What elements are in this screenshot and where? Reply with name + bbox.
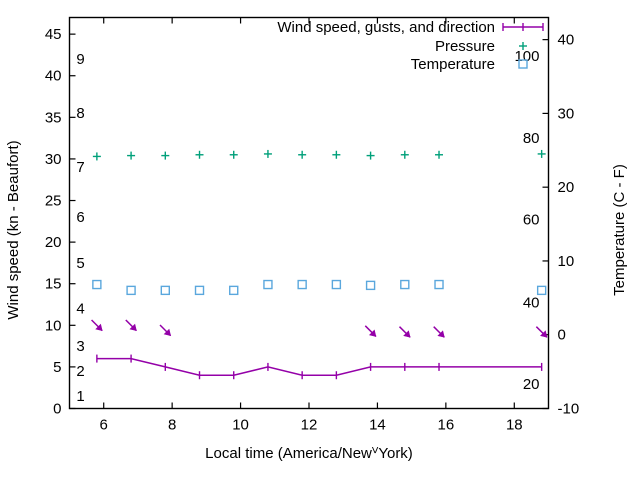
x-tick-label: 6 xyxy=(100,417,108,434)
series-wind-speed xyxy=(96,354,543,380)
beaufort-label: 8 xyxy=(76,105,84,122)
y-tick-label: 45 xyxy=(45,26,62,43)
y-tick-label: 0 xyxy=(53,401,61,418)
y2-tick-label: 40 xyxy=(558,32,575,49)
x-tick-label: 12 xyxy=(301,417,318,434)
fahrenheit-label: 60 xyxy=(523,212,540,229)
plot-frame xyxy=(68,16,550,410)
beaufort-label: 3 xyxy=(76,338,84,355)
fahrenheit-label: 80 xyxy=(523,130,540,147)
y2-tick-label: -10 xyxy=(558,401,580,418)
x-tick-label: 16 xyxy=(438,417,455,434)
y2-tick-label: 30 xyxy=(558,105,575,122)
y-tick-label: 30 xyxy=(45,151,62,168)
chart-legend: Wind speed, gusts, and direction Pressure… xyxy=(277,19,544,73)
beaufort-label: 5 xyxy=(76,255,84,272)
fahrenheit-label: 40 xyxy=(523,294,540,311)
beaufort-scale-labels: 1 2 3 4 5 6 7 8 9 xyxy=(76,51,84,405)
legend-label: Wind speed, gusts, and direction xyxy=(277,19,495,36)
y-axis-title: Wind speed (kn - Beaufort) xyxy=(5,140,22,319)
x-axis-ticks: 6 8 10 12 14 16 18 xyxy=(100,17,523,434)
x-tick-label: 14 xyxy=(369,417,386,434)
x-tick-label: 18 xyxy=(506,417,523,434)
y2-axis-ticks: -10 0 10 20 30 40 xyxy=(542,32,580,418)
fahrenheit-label: 20 xyxy=(523,376,540,393)
x-tick-label: 10 xyxy=(232,417,249,434)
series-pressure xyxy=(92,149,546,161)
series-temperature xyxy=(92,279,547,296)
x-tick-label: 8 xyxy=(168,417,176,434)
y-tick-label: 40 xyxy=(45,68,62,85)
y-tick-label: 20 xyxy=(45,234,62,251)
beaufort-label: 9 xyxy=(76,51,84,68)
wind-direction-arrows xyxy=(91,319,548,338)
y2-tick-label: 10 xyxy=(558,253,575,270)
beaufort-label: 1 xyxy=(76,388,84,405)
y2-tick-label: 20 xyxy=(558,179,575,196)
y-tick-label: 35 xyxy=(45,109,62,126)
y-tick-label: 25 xyxy=(45,193,62,210)
beaufort-label: 2 xyxy=(76,363,84,380)
y-tick-label: 5 xyxy=(53,359,61,376)
y2-tick-label: 0 xyxy=(558,327,566,344)
y2-axis-title: Temperature (C - F) xyxy=(611,164,628,296)
legend-label: Pressure xyxy=(435,38,495,55)
y-tick-label: 10 xyxy=(45,317,62,334)
y-axis-ticks: 0 5 10 15 20 25 30 35 40 45 xyxy=(45,26,76,418)
beaufort-label: 6 xyxy=(76,209,84,226)
legend-label: Temperature xyxy=(411,56,495,73)
y-tick-label: 15 xyxy=(45,276,62,293)
x-axis-title: Local time (America/NewⱽYork) xyxy=(205,445,413,462)
beaufort-label: 7 xyxy=(76,159,84,176)
beaufort-label: 4 xyxy=(76,301,84,318)
